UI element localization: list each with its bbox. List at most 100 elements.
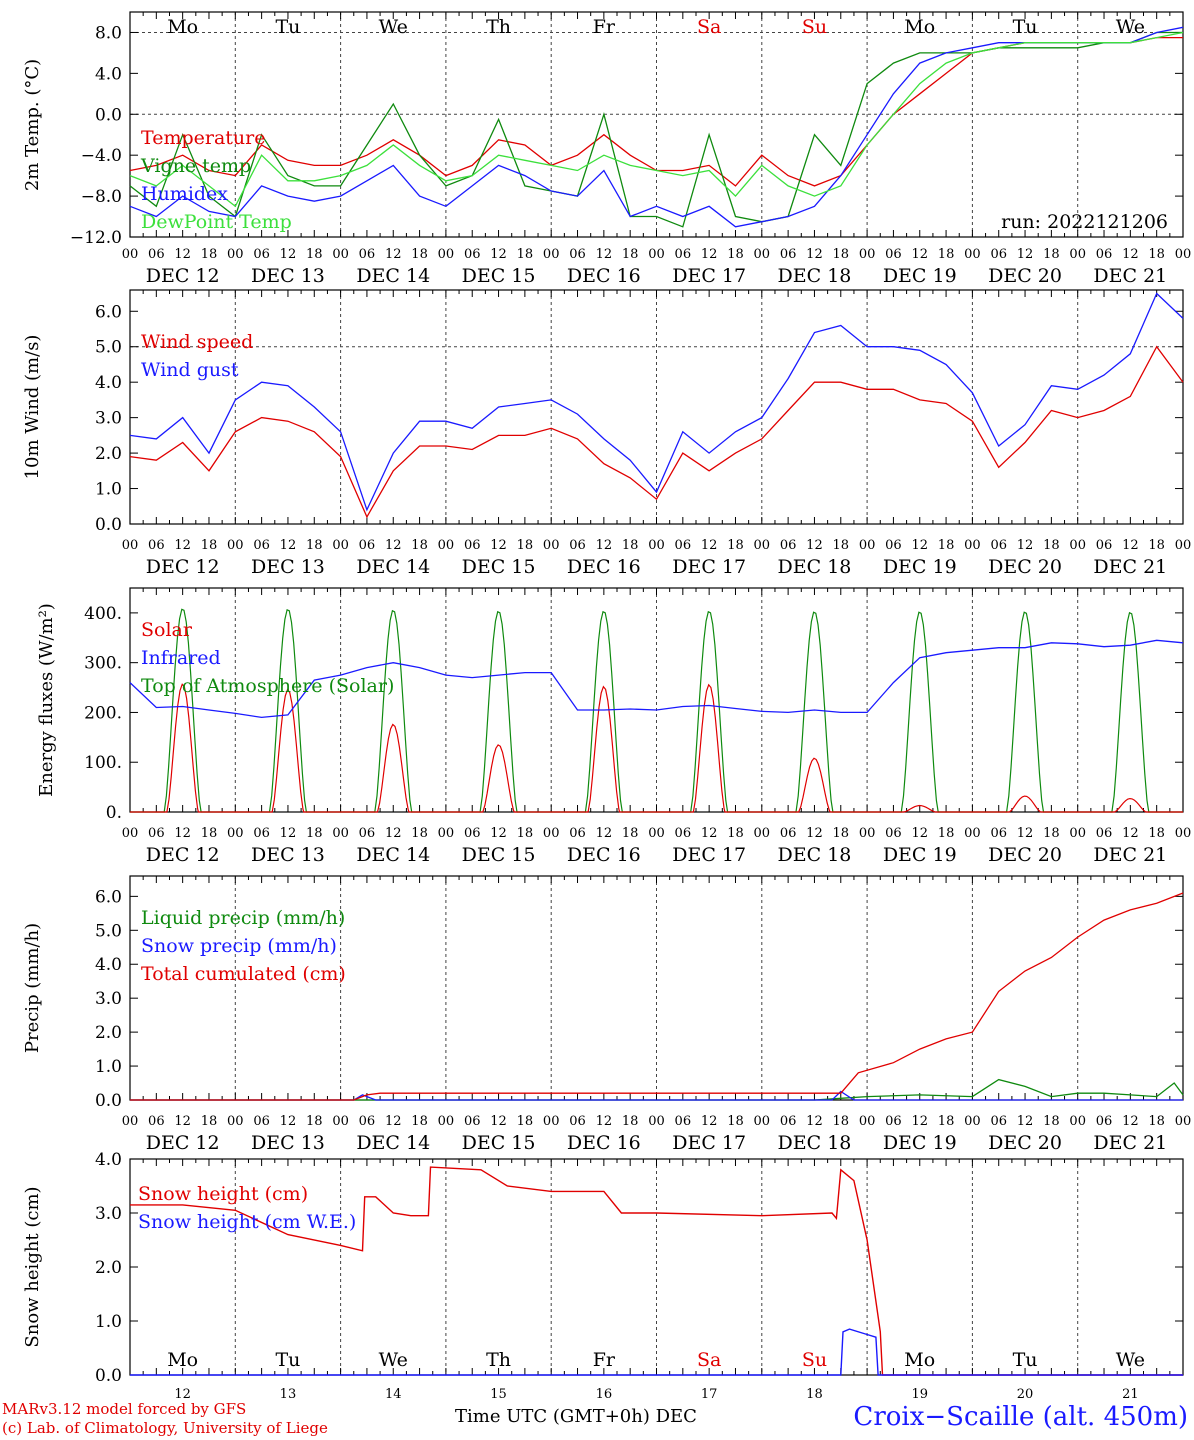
hour-tick-label: 18 <box>622 1114 639 1129</box>
hour-tick-label: 06 <box>359 826 376 841</box>
hour-tick-label: 00 <box>227 538 244 553</box>
date-label: DEC 19 <box>883 556 957 578</box>
weekday-label: Fr <box>593 16 616 38</box>
weekday-label: Su <box>802 16 827 38</box>
hour-tick-label: 06 <box>148 247 165 262</box>
y-axis-title: 2m Temp. (°C) <box>22 59 43 191</box>
date-label: DEC 15 <box>462 265 536 287</box>
y-tick-label: 4.0 <box>95 373 122 393</box>
date-label: DEC 14 <box>356 556 430 578</box>
day-number-label: 15 <box>490 1387 507 1400</box>
hour-tick-label: 00 <box>227 826 244 841</box>
series-line-2 <box>129 26 1184 228</box>
hour-tick-label: 00 <box>438 247 455 262</box>
hour-tick-label: 06 <box>148 826 165 841</box>
hour-tick-label: 00 <box>543 826 560 841</box>
hour-tick-label: 00 <box>754 1114 771 1129</box>
date-label: DEC 13 <box>251 265 325 287</box>
hour-tick-label: 18 <box>727 538 744 553</box>
weekday-label: Sa <box>697 16 721 38</box>
hour-tick-label: 00 <box>438 826 455 841</box>
date-label: DEC 13 <box>251 556 325 578</box>
hour-tick-label: 18 <box>833 247 850 262</box>
weekday-label: We <box>379 1349 408 1371</box>
meteogram: 8.0 4.0 0.0 −4.0 −8.0 −12.0 2m Temp. (°C) Tempe… <box>22 11 1192 1400</box>
hour-tick-label: 00 <box>1069 247 1086 262</box>
day-number-label: 14 <box>385 1387 402 1400</box>
plot-frame <box>129 11 1184 238</box>
hour-tick-label: 18 <box>833 1114 850 1129</box>
legend-entry: Liquid precip (mm/h) <box>141 907 345 929</box>
hour-tick-label: 12 <box>596 247 613 262</box>
y-tick-label: 0.0 <box>95 105 122 125</box>
hour-tick-label: 12 <box>1017 247 1034 262</box>
hour-tick-label: 12 <box>911 538 928 553</box>
hour-tick-label: 00 <box>543 247 560 262</box>
date-label: DEC 17 <box>672 265 746 287</box>
hour-tick-label: 18 <box>411 1114 428 1129</box>
hour-tick-label: 06 <box>569 538 586 553</box>
date-label: DEC 15 <box>462 556 536 578</box>
date-label: DEC 14 <box>356 265 430 287</box>
hour-tick-label: 12 <box>1017 1114 1034 1129</box>
date-label: DEC 18 <box>778 265 852 287</box>
run-annotation: run: 2022121206 <box>1001 211 1168 233</box>
hour-tick-label: 00 <box>227 247 244 262</box>
hour-tick-label: 18 <box>622 247 639 262</box>
plot-frame <box>129 587 1184 813</box>
y-tick-label: 0.0 <box>95 1091 122 1111</box>
hour-tick-label: 12 <box>174 826 191 841</box>
hour-tick-label: 06 <box>990 1114 1007 1129</box>
hour-tick-label: 12 <box>280 1114 297 1129</box>
date-label: DEC 12 <box>146 844 220 866</box>
legend-entry: Solar <box>141 619 193 641</box>
legend-entry: Wind speed <box>141 331 253 353</box>
y-tick-label: 1.0 <box>95 1312 122 1332</box>
hour-tick-label: 18 <box>1043 826 1060 841</box>
weekday-label: Fr <box>593 1349 616 1371</box>
hour-tick-label: 06 <box>253 1114 270 1129</box>
series-line-1 <box>129 292 1184 512</box>
hour-tick-label: 06 <box>464 1114 481 1129</box>
day-number-label: 16 <box>596 1387 613 1400</box>
hour-tick-label: 00 <box>964 1114 981 1129</box>
date-label: DEC 17 <box>672 556 746 578</box>
hour-tick-label: 06 <box>885 538 902 553</box>
hour-tick-label: 12 <box>911 247 928 262</box>
hour-tick-label: 12 <box>490 247 507 262</box>
hour-tick-label: 06 <box>675 538 692 553</box>
y-tick-label: 2.0 <box>95 444 122 464</box>
hour-tick-label: 00 <box>122 826 139 841</box>
hour-tick-label: 06 <box>464 538 481 553</box>
y-tick-label: 4.0 <box>95 64 122 84</box>
date-label: DEC 12 <box>146 1132 220 1154</box>
y-tick-label: 4.0 <box>95 1150 122 1170</box>
hour-tick-label: 00 <box>1175 538 1192 553</box>
weekday-label: We <box>1116 1349 1145 1371</box>
hour-tick-label: 00 <box>332 247 349 262</box>
hour-tick-label: 18 <box>622 538 639 553</box>
hour-tick-label: 18 <box>306 826 323 841</box>
day-number-label: 20 <box>1017 1387 1034 1400</box>
hour-tick-label: 06 <box>990 538 1007 553</box>
hour-tick-label: 06 <box>569 1114 586 1129</box>
hour-tick-label: 06 <box>464 826 481 841</box>
hour-tick-label: 18 <box>1148 538 1165 553</box>
hour-tick-label: 18 <box>727 1114 744 1129</box>
hour-tick-label: 12 <box>385 1114 402 1129</box>
hour-tick-label: 00 <box>227 1114 244 1129</box>
weekday-label: Tu <box>275 1349 300 1371</box>
hour-tick-label: 00 <box>1175 247 1192 262</box>
weekday-label: Th <box>486 1349 511 1371</box>
hour-tick-label: 00 <box>543 1114 560 1129</box>
model-credit: MARv3.12 model forced by GFS <box>2 1400 247 1418</box>
hour-tick-label: 06 <box>569 247 586 262</box>
date-label: DEC 19 <box>883 265 957 287</box>
date-label: DEC 21 <box>1093 556 1167 578</box>
date-label: DEC 12 <box>146 265 220 287</box>
hour-tick-label: 12 <box>806 1114 823 1129</box>
date-label: DEC 12 <box>146 556 220 578</box>
hour-tick-label: 12 <box>385 538 402 553</box>
hour-tick-label: 00 <box>648 826 665 841</box>
hour-tick-label: 06 <box>1096 247 1113 262</box>
